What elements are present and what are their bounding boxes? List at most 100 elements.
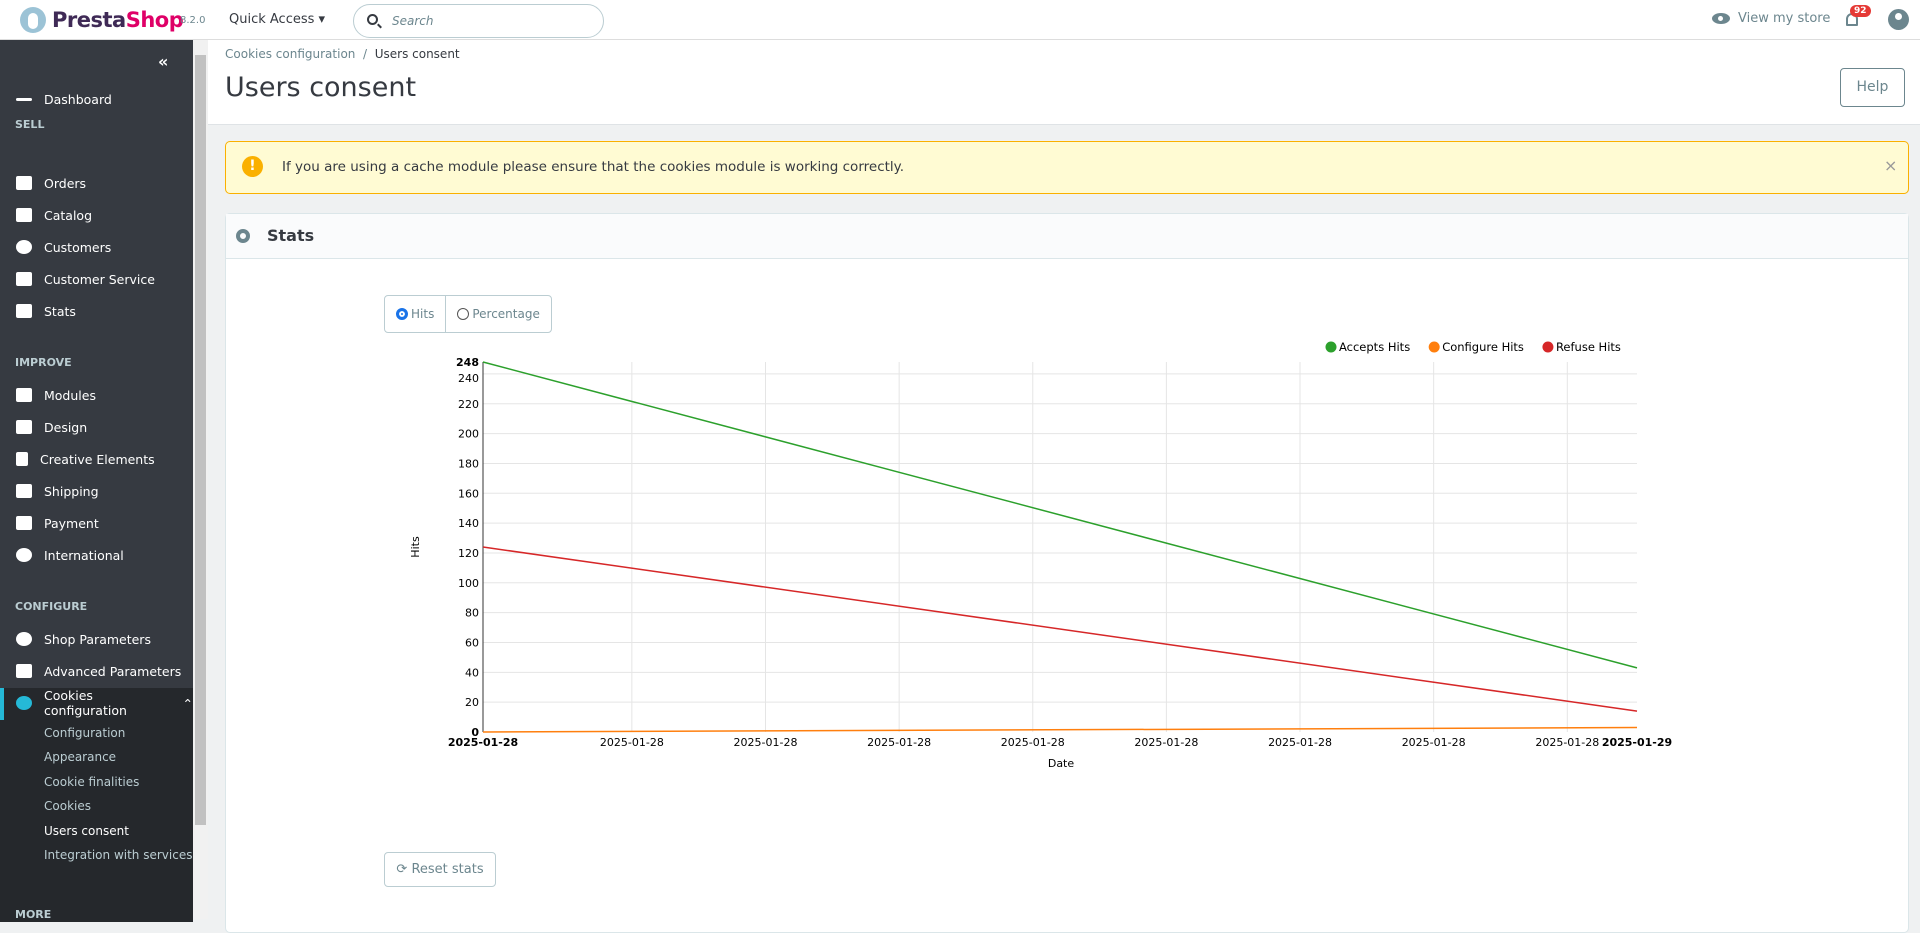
sidebar-label: Customers — [44, 239, 112, 255]
sidebar-item-customer-service[interactable]: Customer Service — [0, 264, 193, 294]
top-bar: PrestaShop 8.2.0 Quick Access ▾ Search V… — [0, 0, 1920, 40]
account-icon — [16, 240, 32, 254]
chevron-up-icon: ⌃ — [182, 695, 193, 711]
page-header: Cookies configuration / Users consent Us… — [208, 40, 1920, 125]
sidebar-label: Stats — [44, 303, 76, 319]
credit-card-icon — [16, 516, 32, 530]
version: 8.2.0 — [180, 15, 206, 26]
active-indicator — [0, 688, 4, 720]
sidebar-item-design[interactable]: Design — [0, 412, 193, 442]
reset-label: Reset stats — [411, 862, 484, 877]
logo-text: PrestaShop — [52, 8, 184, 32]
sub-item-integration[interactable]: Integration with services — [44, 848, 193, 862]
user-avatar-icon[interactable] — [1888, 9, 1909, 30]
radio-unchecked-icon — [457, 308, 470, 320]
globe-icon — [16, 548, 32, 562]
reset-stats-button[interactable]: ⟳ Reset stats — [384, 852, 496, 887]
sidebar-item-shipping[interactable]: Shipping — [0, 476, 193, 506]
sub-item-configuration[interactable]: Configuration — [44, 726, 126, 740]
section-improve: IMPROVE — [15, 356, 72, 369]
puzzle-icon — [16, 388, 32, 402]
search-placeholder: Search — [392, 14, 434, 28]
sidebar-label: Creative Elements — [40, 451, 155, 467]
caret-down-icon: ▾ — [318, 12, 326, 27]
radio-label: Hits — [411, 307, 435, 321]
sidebar-label: Advanced Parameters — [44, 663, 182, 679]
monitor-icon — [16, 420, 32, 434]
radio-percentage[interactable]: Percentage — [445, 296, 551, 332]
breadcrumb-current: Users consent — [374, 47, 460, 61]
help-button[interactable]: Help — [1840, 68, 1905, 107]
sidebar-label: Modules — [44, 387, 96, 403]
sidebar-item-shop-parameters[interactable]: Shop Parameters — [0, 624, 193, 654]
active-section-bg — [0, 688, 193, 922]
close-alert-button[interactable]: × — [1884, 156, 1898, 175]
view-store-label: View my store — [1738, 11, 1831, 26]
sidebar-item-dashboard[interactable]: Dashboard — [0, 84, 193, 114]
truck-icon — [16, 484, 32, 498]
section-sell: SELL — [15, 118, 45, 131]
notification-badge: 92 — [1850, 5, 1871, 17]
search-icon — [367, 14, 378, 25]
gear-icon — [16, 632, 32, 646]
sidebar-item-modules[interactable]: Modules — [0, 380, 193, 410]
sidebar-label: Payment — [44, 515, 99, 531]
section-more: MORE — [15, 908, 52, 921]
sub-item-appearance[interactable]: Appearance — [44, 750, 117, 764]
sidebar-label: Shop Parameters — [44, 631, 151, 647]
prestashop-logo[interactable]: PrestaShop — [20, 7, 184, 33]
sidebar-item-cookies-configuration[interactable]: Cookies configuration ⌃ — [0, 688, 193, 718]
eye-icon — [1712, 13, 1730, 24]
sidebar-item-catalog[interactable]: Catalog — [0, 200, 193, 230]
collapse-sidebar-icon[interactable]: « — [158, 52, 169, 71]
search-input[interactable]: Search — [353, 4, 604, 38]
sidebar-item-orders[interactable]: Orders — [0, 168, 193, 198]
sidebar-label: Dashboard — [44, 91, 112, 107]
sidebar-label: Shipping — [44, 483, 99, 499]
sidebar-label: Customer Service — [44, 271, 155, 287]
sidebar: « Dashboard SELL Orders Catalog Customer… — [0, 40, 193, 922]
sub-item-cookie-finalities[interactable]: Cookie finalities — [44, 775, 140, 789]
sidebar-label: Catalog — [44, 207, 93, 223]
scrollbar-thumb[interactable] — [195, 55, 206, 825]
sidebar-label: International — [44, 547, 124, 563]
panel-header: Stats — [226, 214, 1908, 259]
stats-panel: Stats Hits Percentage ⟳ Reset stats — [225, 213, 1909, 933]
quick-access-label: Quick Access — [229, 12, 315, 27]
breadcrumb: Cookies configuration / Users consent — [225, 47, 460, 61]
exclamation-icon: ! — [242, 156, 263, 177]
sidebar-label: Design — [44, 419, 88, 435]
sidebar-item-advanced-parameters[interactable]: Advanced Parameters — [0, 656, 193, 686]
quick-access-dropdown[interactable]: Quick Access ▾ — [229, 12, 325, 27]
sidebar-item-payment[interactable]: Payment — [0, 508, 193, 538]
cookie-icon — [16, 696, 32, 710]
warning-alert: ! If you are using a cache module please… — [225, 141, 1909, 194]
chat-icon — [16, 272, 32, 286]
settings-box-icon — [16, 664, 32, 678]
panel-title: Stats — [267, 226, 315, 245]
breadcrumb-parent[interactable]: Cookies configuration — [225, 47, 356, 61]
sub-item-users-consent[interactable]: Users consent — [44, 824, 129, 838]
store-icon — [16, 208, 32, 222]
sidebar-label: Cookies configuration — [44, 688, 127, 718]
sidebar-item-customers[interactable]: Customers — [0, 232, 193, 262]
creative-elements-icon — [16, 452, 28, 466]
radio-checked-icon — [396, 308, 408, 320]
mode-radio-group: Hits Percentage — [384, 295, 552, 333]
page-title: Users consent — [225, 72, 417, 103]
trend-icon — [16, 97, 32, 101]
section-configure: CONFIGURE — [15, 600, 88, 613]
sidebar-item-international[interactable]: International — [0, 540, 193, 570]
bar-chart-icon — [16, 304, 32, 318]
gears-icon — [236, 229, 250, 243]
puffin-icon — [20, 7, 46, 33]
sidebar-item-creative-elements[interactable]: Creative Elements — [0, 444, 193, 474]
sub-item-cookies[interactable]: Cookies — [44, 799, 91, 813]
radio-label: Percentage — [472, 307, 540, 321]
basket-icon — [16, 176, 32, 190]
sidebar-item-stats[interactable]: Stats — [0, 296, 193, 326]
radio-hits[interactable]: Hits — [385, 296, 445, 332]
refresh-icon: ⟳ — [396, 862, 408, 877]
alert-text: If you are using a cache module please e… — [282, 159, 905, 175]
view-my-store-link[interactable]: View my store — [1712, 11, 1830, 26]
